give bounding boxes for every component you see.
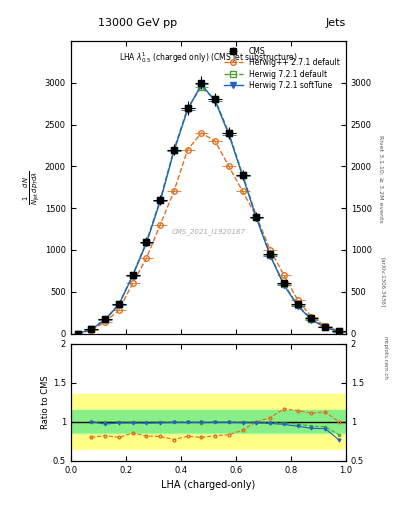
Legend: CMS, Herwig++ 2.7.1 default, Herwig 7.2.1 default, Herwig 7.2.1 softTune: CMS, Herwig++ 2.7.1 default, Herwig 7.2.…: [221, 45, 342, 92]
Bar: [195, 410, 208, 434]
Bar: [71, 394, 346, 449]
Bar: [222, 410, 236, 434]
Bar: [236, 394, 250, 449]
Y-axis label: $\frac{1}{N_\mathrm{jet}} \frac{d N}{d p_T d \lambda}$: $\frac{1}{N_\mathrm{jet}} \frac{d N}{d p…: [22, 170, 42, 205]
Bar: [126, 410, 140, 434]
Bar: [208, 394, 222, 449]
Bar: [222, 394, 236, 449]
Bar: [71, 410, 346, 434]
Bar: [208, 410, 222, 434]
Bar: [263, 394, 277, 449]
Bar: [126, 394, 140, 449]
Bar: [98, 410, 112, 434]
Bar: [181, 394, 195, 449]
Bar: [84, 410, 98, 434]
Bar: [277, 410, 291, 434]
Bar: [305, 394, 318, 449]
Bar: [332, 394, 346, 449]
Text: Jets: Jets: [325, 18, 346, 28]
Text: 13000 GeV pp: 13000 GeV pp: [98, 18, 177, 28]
Bar: [291, 410, 305, 434]
Bar: [167, 410, 181, 434]
Bar: [98, 394, 112, 449]
Bar: [153, 410, 167, 434]
Bar: [195, 394, 208, 449]
Bar: [277, 394, 291, 449]
Text: [arXiv:1306.3436]: [arXiv:1306.3436]: [381, 257, 386, 307]
Bar: [153, 394, 167, 449]
Bar: [167, 394, 181, 449]
Text: Rivet 3.1.10; ≥ 3.2M events: Rivet 3.1.10; ≥ 3.2M events: [379, 135, 384, 223]
Bar: [112, 410, 126, 434]
Bar: [263, 410, 277, 434]
Text: LHA $\lambda^{1}_{0.5}$ (charged only) (CMS jet substructure): LHA $\lambda^{1}_{0.5}$ (charged only) (…: [119, 50, 298, 65]
Bar: [305, 410, 318, 434]
Bar: [250, 410, 263, 434]
Text: CMS_2021_I1920187: CMS_2021_I1920187: [171, 228, 245, 234]
Y-axis label: Ratio to CMS: Ratio to CMS: [41, 375, 50, 429]
Bar: [318, 410, 332, 434]
Bar: [140, 394, 153, 449]
Bar: [181, 410, 195, 434]
Bar: [250, 394, 263, 449]
Bar: [140, 410, 153, 434]
Bar: [112, 394, 126, 449]
Bar: [332, 410, 346, 434]
Bar: [291, 394, 305, 449]
Bar: [236, 410, 250, 434]
Bar: [318, 394, 332, 449]
X-axis label: LHA (charged-only): LHA (charged-only): [161, 480, 255, 490]
Bar: [71, 410, 84, 434]
Bar: [84, 394, 98, 449]
Text: mcplots.cern.ch: mcplots.cern.ch: [383, 336, 387, 380]
Bar: [71, 394, 84, 449]
